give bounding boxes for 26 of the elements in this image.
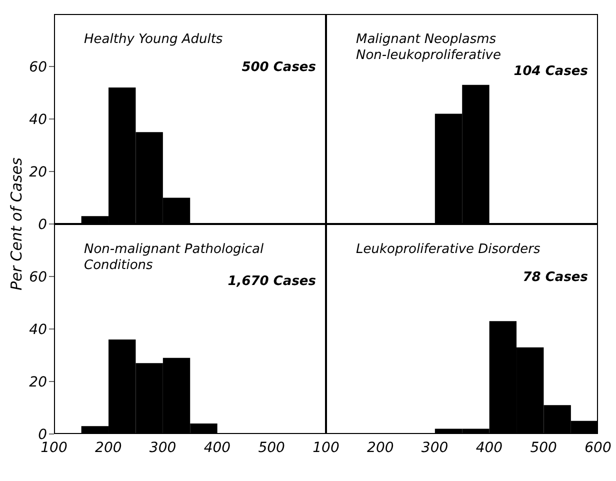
text: 104 Cases bbox=[514, 64, 588, 79]
x-tick-label: 200 bbox=[95, 440, 122, 456]
y-tick-label: 20 bbox=[29, 164, 48, 180]
x-tick-label: 500 bbox=[258, 440, 286, 456]
x-tick-label: 400 bbox=[476, 440, 503, 456]
x-tick-label: 400 bbox=[204, 440, 231, 456]
y-tick-label: 60 bbox=[29, 269, 48, 286]
text: 500 Cases bbox=[242, 60, 316, 75]
y-axis-title: Per Cent of Cases bbox=[7, 158, 26, 290]
y-tick-label: 40 bbox=[29, 112, 48, 128]
y-tick-label: 40 bbox=[29, 322, 48, 338]
text: Leukoproliferative Disorders bbox=[356, 242, 540, 258]
x-tick-label: 300 bbox=[149, 440, 176, 456]
x-tick-label: 600 bbox=[584, 440, 612, 456]
x-tick-label: 200 bbox=[367, 440, 394, 456]
text: Non-malignant Pathological Conditions bbox=[84, 242, 264, 274]
text: 1,670 Cases bbox=[228, 274, 316, 289]
y-tick-label: 60 bbox=[29, 59, 48, 76]
x-tick-label: 300 bbox=[421, 440, 448, 456]
x-tick-label: 500 bbox=[530, 440, 558, 456]
y-tick-label: 0 bbox=[38, 216, 48, 233]
text: Malignant Neoplasms Non-leukoproliferative bbox=[356, 32, 501, 64]
x-tick-label: 100 bbox=[312, 440, 340, 456]
text: 78 Cases bbox=[522, 270, 588, 285]
text: Healthy Young Adults bbox=[84, 32, 223, 48]
y-tick-label: 20 bbox=[29, 374, 48, 390]
